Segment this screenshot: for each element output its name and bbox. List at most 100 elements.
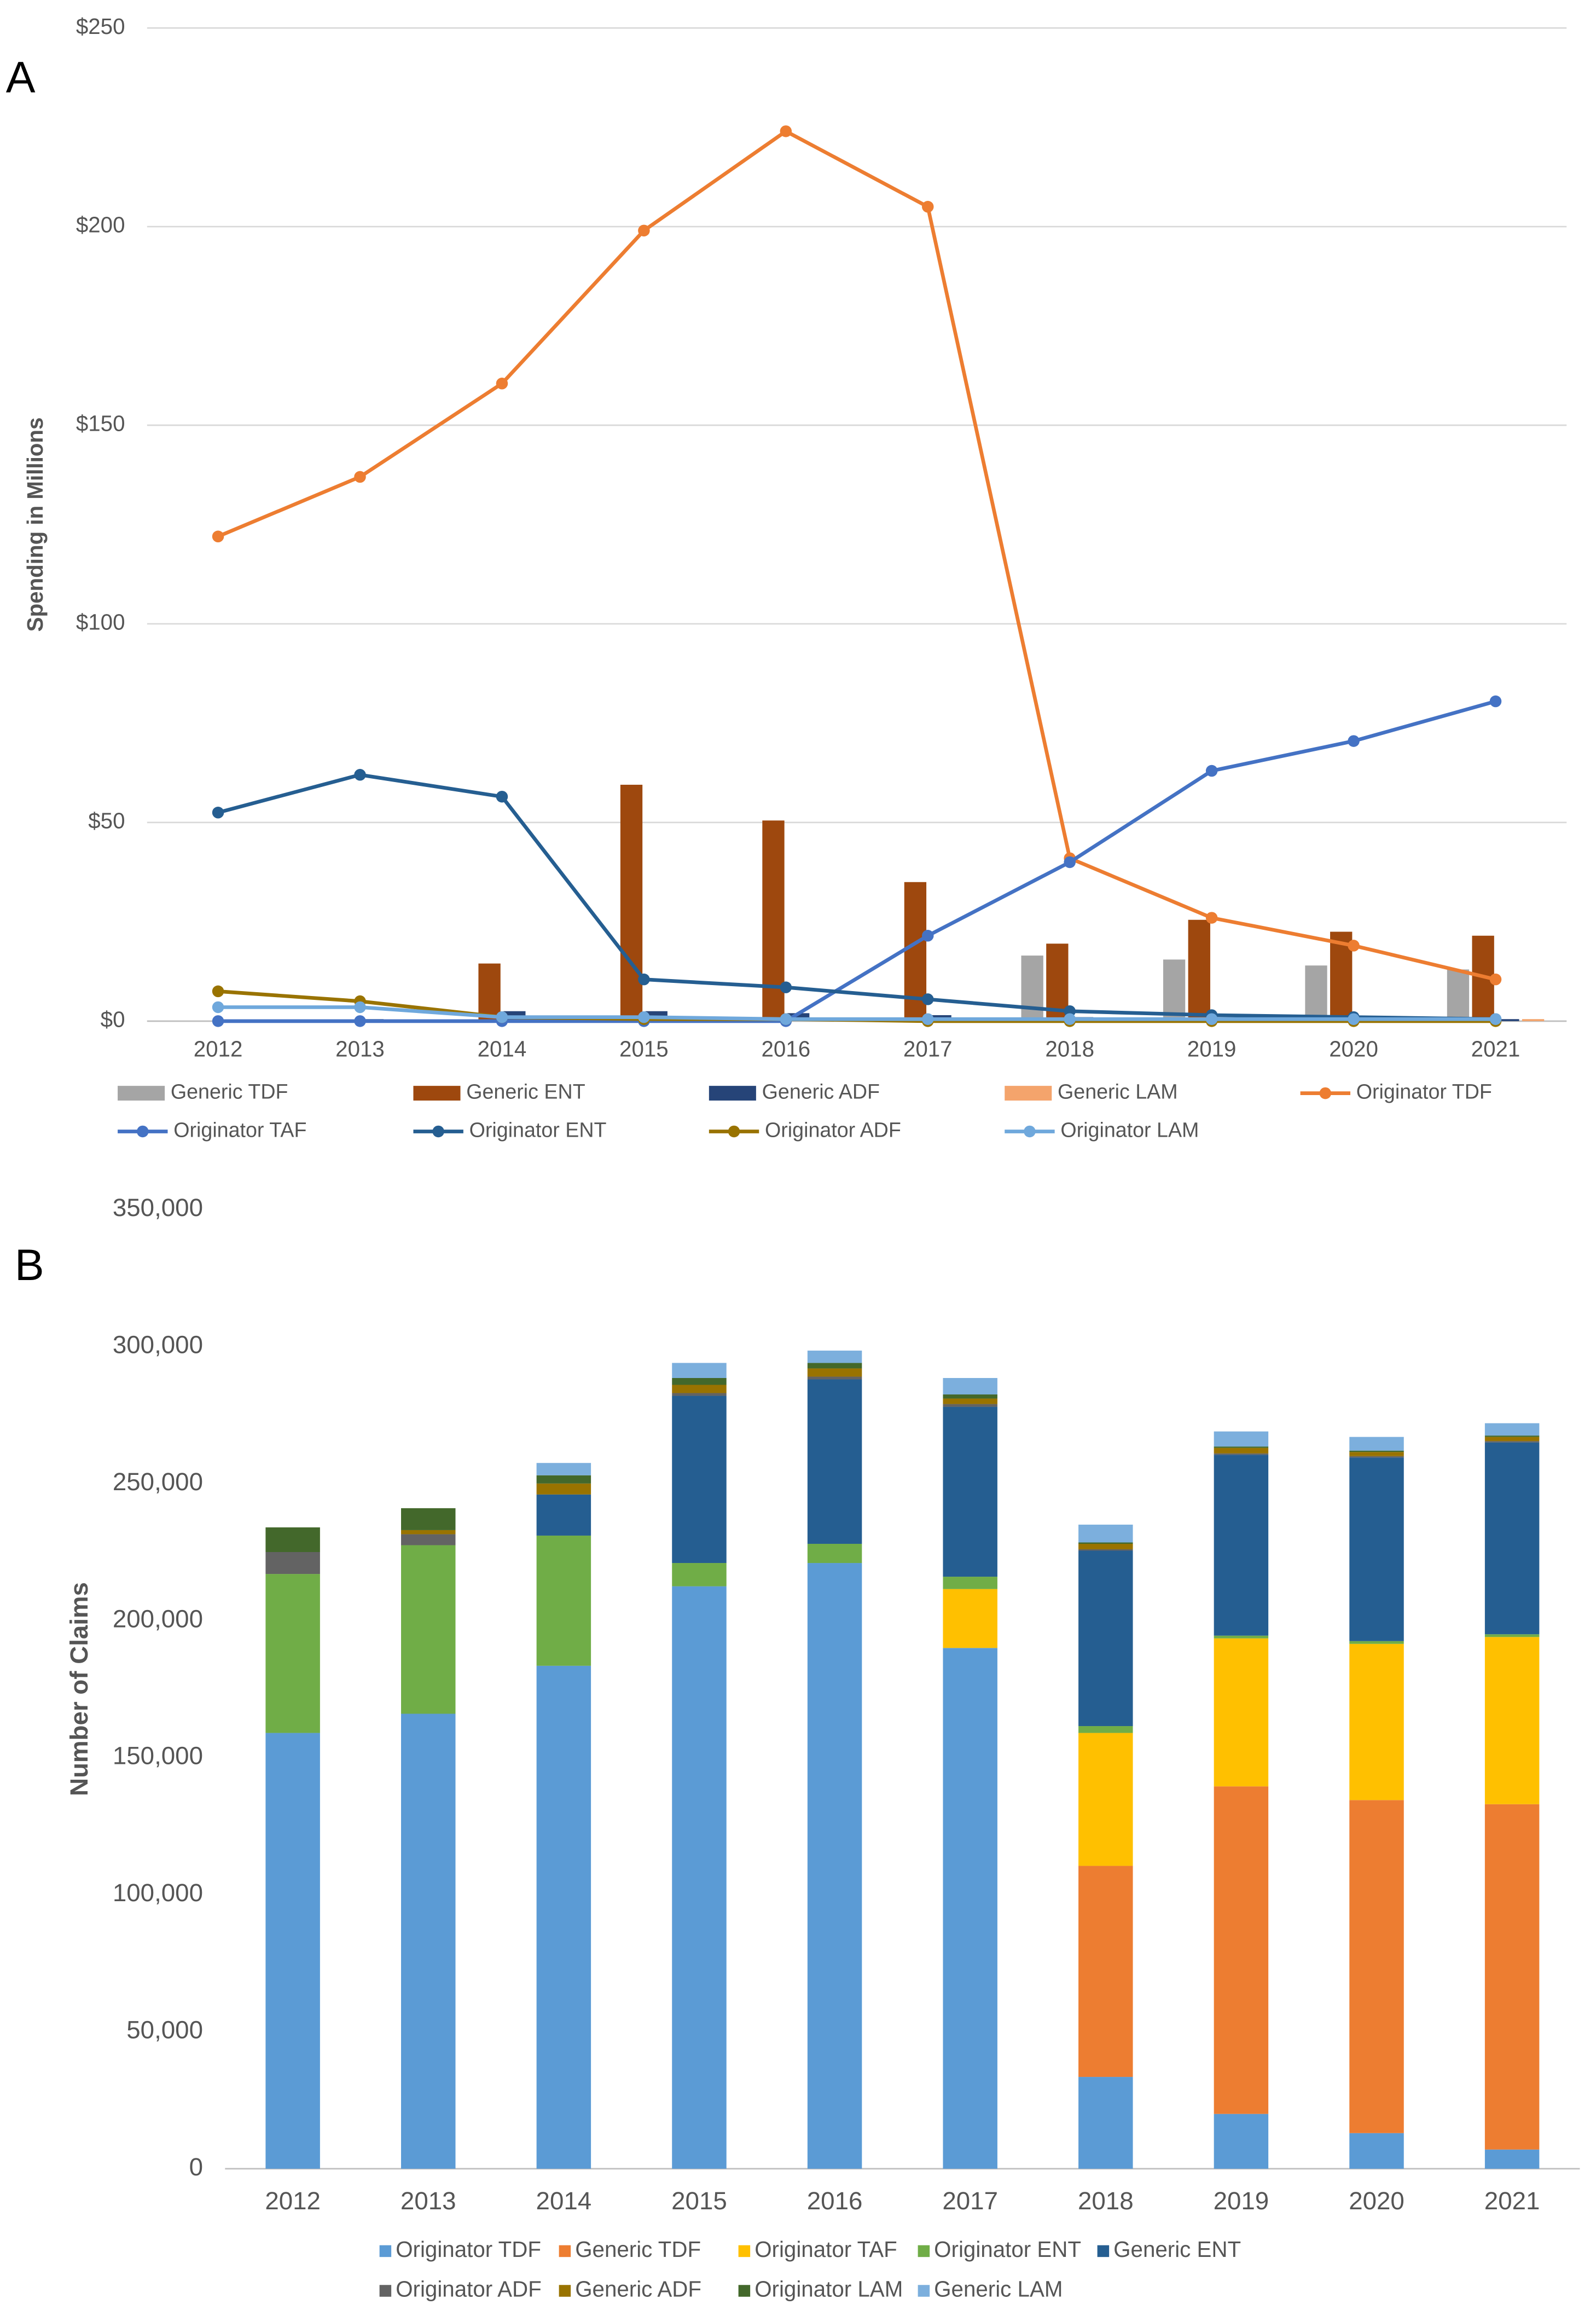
- legend-label: Originator ADF: [396, 2277, 542, 2302]
- bar-segment: [1214, 1786, 1269, 2114]
- point: [354, 1015, 366, 1027]
- x-tick-label: 2017: [903, 1036, 953, 1061]
- line: [218, 699, 1496, 1023]
- bar-segment: [536, 1475, 591, 1484]
- y-tick-label: 150,000: [113, 1742, 203, 1770]
- bar-segment: [1484, 1441, 1540, 1443]
- point: [1348, 735, 1360, 747]
- x-tick-label: 2020: [1329, 1036, 1378, 1061]
- bar: [1305, 965, 1327, 1021]
- bar-segment: [1078, 1543, 1133, 1549]
- bar-segment: [1484, 1804, 1540, 2150]
- legend-label: Generic TDF: [171, 1080, 288, 1103]
- bar-segment: [1214, 1431, 1269, 1447]
- bar-segment: [401, 1508, 456, 1530]
- point: [922, 930, 934, 942]
- legend-label: Originator TDF: [396, 2237, 541, 2262]
- x-tick-label: 2015: [619, 1036, 669, 1061]
- bar-segment: [943, 1577, 997, 1589]
- point: [496, 790, 508, 803]
- y-tick-label: $50: [88, 808, 125, 833]
- bar-segment: [265, 1552, 320, 1574]
- bar-segment: [807, 1543, 862, 1564]
- x-tick-label: 2017: [942, 2187, 998, 2215]
- legend-swatch: [432, 1125, 444, 1138]
- bar-segment: [672, 1385, 727, 1393]
- point: [922, 993, 934, 1005]
- bar-segment: [1078, 2077, 1133, 2169]
- legend-swatch: [137, 1125, 149, 1138]
- point: [354, 471, 366, 483]
- y-axis-label: Number of Claims: [65, 1582, 93, 1796]
- bar-segment: [943, 1404, 997, 1407]
- legend-label: Generic LAM: [934, 2277, 1063, 2302]
- bar-segment: [1078, 1550, 1133, 1727]
- x-tick-label: 2015: [671, 2187, 727, 2215]
- y-tick-label: $150: [76, 411, 125, 436]
- legend-swatch: [559, 2245, 571, 2257]
- bar: [1188, 919, 1210, 1021]
- bar-segment: [1484, 1637, 1540, 1804]
- point: [1489, 1013, 1502, 1025]
- bar-segment: [1078, 1866, 1133, 2077]
- point: [1489, 973, 1502, 986]
- bar-segment: [1078, 1524, 1133, 1543]
- bar-segment: [401, 1530, 456, 1535]
- bar-segment: [401, 1545, 456, 1714]
- y-tick-label: $100: [76, 610, 125, 635]
- bar-segment: [1214, 1446, 1269, 1448]
- point: [1205, 912, 1218, 924]
- point: [496, 1011, 508, 1023]
- legend-label: Originator TDF: [1356, 1080, 1492, 1103]
- point: [922, 1013, 934, 1025]
- bar-segment: [943, 1398, 997, 1404]
- x-tick-label: 2013: [401, 2187, 456, 2215]
- bar-segment: [943, 1394, 997, 1399]
- bar-segment: [265, 1733, 320, 2169]
- bar-segment: [536, 1665, 591, 2169]
- x-tick-label: 2016: [807, 2187, 863, 2215]
- bar-segment: [1349, 1450, 1404, 1452]
- x-tick-label: 2021: [1484, 2187, 1540, 2215]
- bar-segment: [1214, 1453, 1269, 1455]
- bar: [1497, 1019, 1519, 1021]
- bar-segment: [807, 1368, 862, 1377]
- legend-label: Originator TAF: [173, 1118, 306, 1141]
- bar-segment: [265, 1527, 320, 1553]
- bar-segment: [1349, 1641, 1404, 1644]
- legend-label: Originator TAF: [755, 2237, 897, 2262]
- point: [354, 1001, 366, 1014]
- legend-label: Originator ENT: [934, 2237, 1081, 2262]
- legend-label: Generic LAM: [1058, 1080, 1178, 1103]
- legend-label: Originator LAM: [1060, 1118, 1199, 1141]
- line: [217, 773, 1496, 1021]
- x-tick-label: 2018: [1045, 1036, 1094, 1061]
- x-tick-label: 2019: [1214, 2187, 1269, 2215]
- bar-segment: [1349, 1456, 1404, 1458]
- legend-label: Originator ENT: [469, 1118, 607, 1141]
- legend-label: Generic ADF: [762, 1080, 880, 1103]
- bar-segment: [536, 1494, 591, 1536]
- point: [212, 1015, 224, 1027]
- bar-segment: [807, 1350, 862, 1363]
- bar-segment: [1078, 1726, 1133, 1733]
- point: [638, 1011, 650, 1023]
- point: [1064, 1013, 1076, 1025]
- bar-segment: [1214, 1455, 1269, 1636]
- bar-segment: [401, 1534, 456, 1545]
- y-tick-label: $200: [76, 212, 125, 238]
- legend-label: Generic ADF: [575, 2277, 701, 2302]
- point: [1348, 940, 1360, 952]
- x-tick-label: 2019: [1187, 1036, 1237, 1061]
- point: [780, 1013, 792, 1025]
- y-tick-label: 100,000: [113, 1879, 203, 1907]
- x-tick-label: 2014: [536, 2187, 592, 2215]
- legend-swatch: [728, 1125, 740, 1138]
- y-tick-label: 50,000: [126, 2016, 203, 2044]
- bar-segment: [943, 1377, 997, 1395]
- x-tick-label: 2018: [1078, 2187, 1134, 2215]
- point: [638, 973, 650, 986]
- bar-segment: [1349, 2133, 1404, 2169]
- point: [496, 378, 508, 390]
- bar-segment: [943, 1406, 997, 1577]
